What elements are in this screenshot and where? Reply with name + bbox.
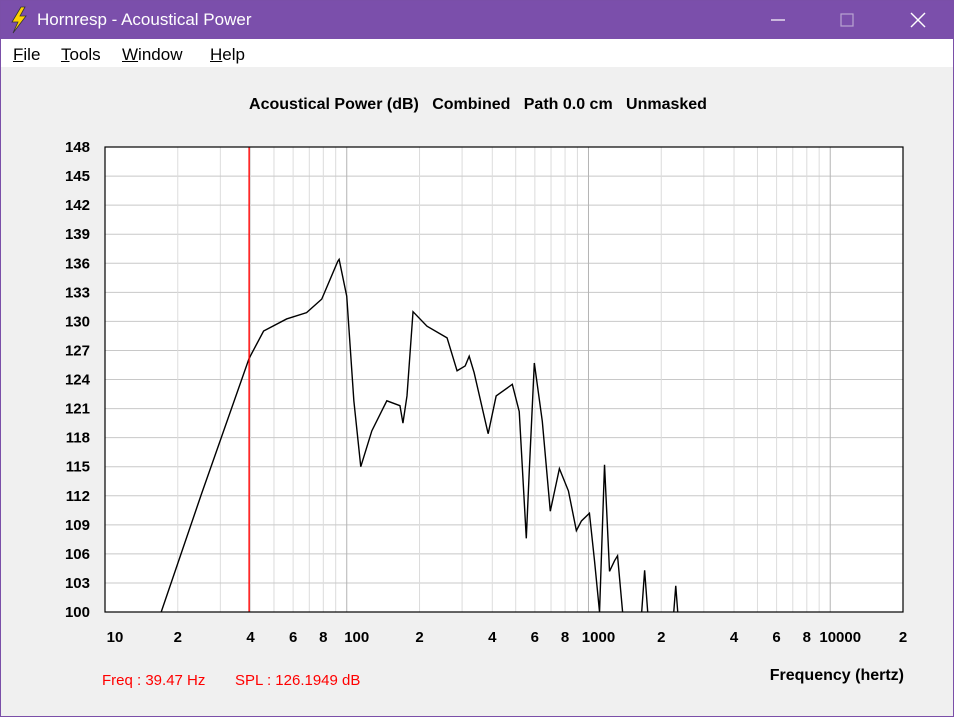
y-tick-label: 142 [65, 197, 90, 214]
x-tick-label: 2 [657, 629, 665, 646]
title-bar: Hornresp - Acoustical Power [1, 1, 953, 39]
chart: Acoustical Power (dB) Combined Path 0.0 … [65, 96, 907, 689]
y-tick-label: 103 [65, 575, 90, 592]
x-tick-label: 1000 [582, 629, 615, 646]
window-title: Hornresp - Acoustical Power [37, 10, 252, 29]
title-icons [11, 6, 926, 34]
y-tick-label: 127 [65, 342, 90, 359]
x-tick-label: 10 [107, 629, 124, 646]
maximize-button[interactable] [840, 13, 854, 27]
y-tick-label: 133 [65, 284, 90, 301]
x-axis-label: Frequency (hertz) [770, 667, 904, 684]
x-tick-label: 2 [899, 629, 907, 646]
menu-bar: File Tools Window Help [1, 39, 953, 67]
y-tick-label: 109 [65, 517, 90, 534]
close-button[interactable] [910, 12, 926, 28]
y-tick-label: 121 [65, 401, 90, 418]
x-tick-label: 8 [319, 629, 327, 646]
y-tick-label: 145 [65, 168, 90, 185]
y-tick-label: 115 [66, 459, 90, 476]
x-tick-label: 10000 [819, 629, 861, 646]
menu-item[interactable]: Window [122, 45, 183, 64]
menu-item[interactable]: Help [210, 45, 245, 64]
y-tick-label: 118 [66, 430, 90, 447]
app-icon [11, 6, 27, 34]
x-tick-label: 4 [246, 629, 255, 646]
y-tick-label: 148 [65, 139, 90, 156]
x-tick-label: 6 [772, 629, 780, 646]
x-tick-label: 6 [531, 629, 539, 646]
x-tick-label: 100 [344, 629, 369, 646]
x-tick-label: 4 [488, 629, 497, 646]
spl-readout: SPL : 126.1949 dB [235, 672, 360, 689]
freq-readout: Freq : 39.47 Hz [102, 672, 205, 689]
y-tick-label: 106 [65, 546, 90, 563]
x-tick-label: 2 [174, 629, 182, 646]
y-tick-label: 136 [65, 255, 90, 272]
y-tick-label: 124 [65, 372, 91, 389]
line-series [160, 257, 679, 612]
y-tick-label: 112 [66, 488, 90, 505]
x-tick-label: 6 [289, 629, 297, 646]
y-tick-label: 100 [65, 604, 90, 621]
y-tick-label: 130 [65, 313, 90, 330]
x-tick-label: 4 [730, 629, 739, 646]
x-tick-label: 8 [803, 629, 811, 646]
x-tick-label: 2 [415, 629, 423, 646]
x-tick-label: 8 [561, 629, 569, 646]
menu-item[interactable]: Tools [61, 45, 101, 64]
y-tick-label: 139 [65, 226, 90, 243]
menu-item[interactable]: File [13, 45, 41, 64]
chart-title: Acoustical Power (dB) Combined Path 0.0 … [249, 96, 707, 113]
plot-clip [160, 257, 679, 612]
plot-border [104, 146, 904, 613]
